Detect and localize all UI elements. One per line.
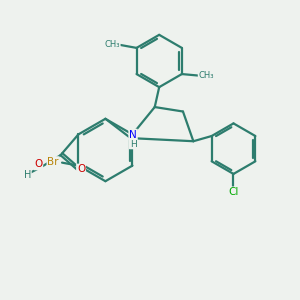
Text: Br: Br bbox=[47, 157, 59, 167]
Text: Cl: Cl bbox=[228, 188, 239, 197]
Text: H: H bbox=[24, 170, 31, 180]
Text: O: O bbox=[34, 159, 42, 170]
Text: N: N bbox=[129, 130, 137, 140]
Text: O: O bbox=[77, 164, 85, 175]
Text: H: H bbox=[130, 140, 136, 148]
Text: CH₃: CH₃ bbox=[104, 40, 120, 50]
Text: CH₃: CH₃ bbox=[199, 71, 214, 80]
